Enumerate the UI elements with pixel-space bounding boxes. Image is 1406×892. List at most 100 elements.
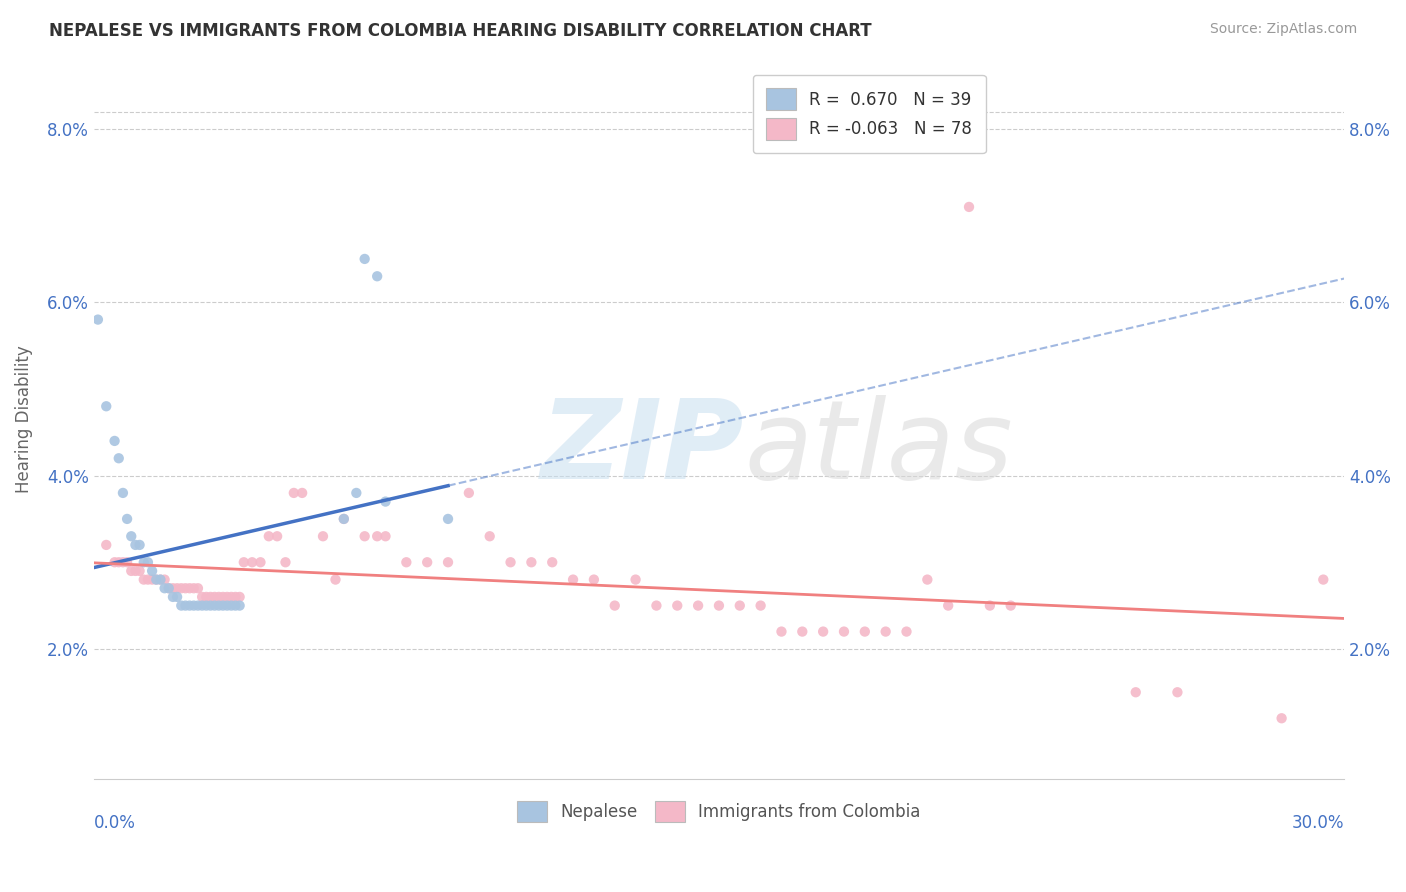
Point	[291, 486, 314, 500]
Point	[141, 564, 163, 578]
Point	[232, 555, 254, 569]
Point	[204, 590, 226, 604]
Point	[166, 590, 188, 604]
Point	[283, 486, 305, 500]
Point	[191, 599, 214, 613]
Point	[107, 555, 129, 569]
Point	[204, 599, 226, 613]
Point	[1000, 599, 1022, 613]
Point	[257, 529, 280, 543]
Point	[228, 599, 250, 613]
Point	[132, 573, 155, 587]
Point	[366, 269, 388, 284]
Point	[728, 599, 751, 613]
Point	[183, 599, 205, 613]
Point	[195, 590, 218, 604]
Point	[333, 512, 356, 526]
Legend: Nepalese, Immigrants from Colombia: Nepalese, Immigrants from Colombia	[505, 788, 934, 835]
Point	[853, 624, 876, 639]
Point	[145, 573, 167, 587]
Point	[1271, 711, 1294, 725]
Point	[115, 512, 138, 526]
Point	[111, 555, 134, 569]
Point	[707, 599, 730, 613]
Point	[157, 581, 180, 595]
Point	[128, 538, 150, 552]
Point	[770, 624, 793, 639]
Point	[749, 599, 772, 613]
Point	[366, 529, 388, 543]
Point	[1312, 573, 1334, 587]
Point	[153, 581, 176, 595]
Point	[195, 599, 218, 613]
Point	[96, 538, 118, 552]
Point	[145, 573, 167, 587]
Point	[179, 599, 201, 613]
Point	[191, 590, 214, 604]
Point	[200, 590, 222, 604]
Point	[374, 494, 396, 508]
Point	[416, 555, 439, 569]
Point	[374, 529, 396, 543]
Point	[333, 512, 356, 526]
Point	[128, 564, 150, 578]
Point	[541, 555, 564, 569]
Point	[96, 399, 118, 413]
Point	[917, 573, 939, 587]
Point	[395, 555, 418, 569]
Point	[200, 599, 222, 613]
Point	[353, 529, 375, 543]
Point	[153, 573, 176, 587]
Point	[249, 555, 271, 569]
Point	[183, 581, 205, 595]
Point	[832, 624, 855, 639]
Point	[603, 599, 626, 613]
Point	[162, 590, 184, 604]
Point	[666, 599, 689, 613]
Point	[274, 555, 297, 569]
Point	[688, 599, 710, 613]
Point	[208, 590, 231, 604]
Point	[979, 599, 1001, 613]
Point	[132, 555, 155, 569]
Point	[437, 555, 460, 569]
Text: 0.0%: 0.0%	[94, 814, 135, 831]
Point	[174, 581, 197, 595]
Point	[166, 581, 188, 595]
Point	[120, 564, 142, 578]
Point	[187, 599, 209, 613]
Point	[645, 599, 668, 613]
Point	[266, 529, 288, 543]
Point	[228, 590, 250, 604]
Point	[221, 590, 243, 604]
Text: NEPALESE VS IMMIGRANTS FROM COLOMBIA HEARING DISABILITY CORRELATION CHART: NEPALESE VS IMMIGRANTS FROM COLOMBIA HEA…	[49, 22, 872, 40]
Point	[344, 486, 367, 500]
Point	[875, 624, 897, 639]
Point	[212, 590, 235, 604]
Point	[104, 555, 127, 569]
Point	[457, 486, 479, 500]
Point	[141, 573, 163, 587]
Point	[624, 573, 647, 587]
Point	[217, 590, 239, 604]
Point	[325, 573, 347, 587]
Point	[162, 581, 184, 595]
Point	[1166, 685, 1188, 699]
Point	[107, 451, 129, 466]
Point	[224, 590, 246, 604]
Text: ZIP: ZIP	[540, 394, 744, 501]
Point	[179, 581, 201, 595]
Point	[170, 581, 193, 595]
Point	[312, 529, 335, 543]
Point	[136, 573, 159, 587]
Point	[562, 573, 585, 587]
Point	[582, 573, 605, 587]
Y-axis label: Hearing Disability: Hearing Disability	[15, 345, 32, 493]
Point	[111, 486, 134, 500]
Point	[157, 581, 180, 595]
Point	[353, 252, 375, 266]
Point	[792, 624, 814, 639]
Point	[499, 555, 522, 569]
Point	[149, 573, 172, 587]
Point	[811, 624, 834, 639]
